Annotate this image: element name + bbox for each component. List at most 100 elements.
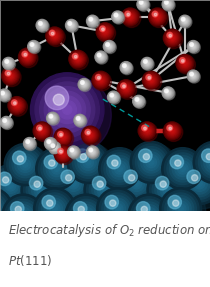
Circle shape — [175, 160, 181, 166]
Circle shape — [139, 205, 160, 226]
Circle shape — [69, 23, 74, 28]
Circle shape — [121, 8, 139, 26]
Circle shape — [34, 76, 111, 154]
Circle shape — [68, 22, 75, 29]
Circle shape — [181, 17, 185, 21]
Circle shape — [143, 154, 159, 170]
Circle shape — [147, 213, 152, 218]
Circle shape — [105, 196, 131, 222]
Circle shape — [74, 114, 86, 126]
Circle shape — [117, 16, 118, 18]
Circle shape — [70, 148, 74, 152]
Circle shape — [38, 150, 82, 194]
Circle shape — [5, 122, 7, 123]
Circle shape — [167, 91, 169, 94]
Circle shape — [21, 213, 26, 218]
Circle shape — [53, 96, 81, 123]
Circle shape — [135, 98, 142, 105]
Circle shape — [13, 102, 16, 104]
Circle shape — [65, 194, 107, 236]
Circle shape — [191, 74, 196, 78]
Circle shape — [33, 122, 51, 140]
Circle shape — [180, 59, 189, 68]
Circle shape — [167, 3, 169, 6]
Circle shape — [143, 72, 159, 88]
Text: $\it{Electrocatalysis\ of\ O_2\ reduction\ on}$: $\it{Electrocatalysis\ of\ O_2\ reductio… — [8, 222, 210, 239]
Circle shape — [66, 175, 72, 181]
Circle shape — [164, 150, 201, 187]
Circle shape — [130, 141, 172, 183]
Circle shape — [112, 161, 128, 177]
Circle shape — [121, 83, 131, 94]
Circle shape — [184, 168, 210, 199]
Circle shape — [107, 155, 121, 169]
Circle shape — [61, 152, 65, 156]
Circle shape — [139, 123, 155, 139]
Circle shape — [164, 88, 172, 97]
Circle shape — [105, 42, 114, 51]
Circle shape — [143, 126, 151, 135]
Circle shape — [25, 139, 34, 148]
Circle shape — [50, 142, 60, 153]
Circle shape — [21, 169, 63, 211]
Circle shape — [97, 182, 113, 198]
Circle shape — [168, 34, 177, 42]
Circle shape — [6, 61, 10, 65]
Circle shape — [190, 43, 196, 49]
Text: $\it{Pt(111)}$: $\it{Pt(111)}$ — [8, 253, 53, 268]
Circle shape — [37, 125, 42, 131]
Circle shape — [4, 196, 48, 241]
Circle shape — [78, 206, 84, 213]
Circle shape — [150, 171, 186, 208]
Circle shape — [3, 119, 7, 122]
Circle shape — [12, 101, 21, 110]
Circle shape — [0, 188, 13, 230]
Circle shape — [158, 179, 178, 200]
Circle shape — [13, 151, 26, 164]
Circle shape — [26, 140, 33, 147]
Circle shape — [150, 9, 165, 25]
Circle shape — [163, 185, 173, 195]
Circle shape — [112, 11, 125, 24]
Circle shape — [117, 80, 135, 98]
Circle shape — [7, 73, 14, 79]
Circle shape — [15, 207, 31, 223]
Circle shape — [110, 93, 117, 101]
Circle shape — [12, 151, 38, 178]
Circle shape — [53, 94, 64, 105]
Circle shape — [0, 196, 5, 222]
Circle shape — [5, 180, 16, 191]
Circle shape — [104, 41, 114, 52]
Circle shape — [138, 0, 150, 11]
Circle shape — [136, 99, 141, 104]
Circle shape — [75, 115, 85, 125]
Circle shape — [3, 68, 18, 84]
Circle shape — [193, 46, 194, 47]
Circle shape — [1, 117, 12, 127]
Circle shape — [122, 9, 141, 28]
Circle shape — [106, 43, 109, 46]
Circle shape — [0, 164, 32, 207]
Circle shape — [179, 58, 190, 69]
Circle shape — [59, 133, 67, 141]
Circle shape — [197, 181, 202, 186]
Circle shape — [165, 31, 179, 44]
Circle shape — [47, 28, 62, 44]
Circle shape — [187, 170, 200, 183]
Circle shape — [144, 60, 150, 66]
Circle shape — [48, 141, 50, 143]
Circle shape — [181, 60, 188, 67]
Circle shape — [60, 134, 66, 140]
Circle shape — [202, 149, 210, 162]
Circle shape — [184, 62, 186, 64]
Circle shape — [102, 193, 133, 225]
Circle shape — [193, 75, 194, 77]
Circle shape — [87, 146, 98, 158]
Circle shape — [108, 45, 111, 48]
Circle shape — [177, 164, 188, 174]
Circle shape — [24, 171, 60, 208]
Circle shape — [126, 173, 147, 194]
Circle shape — [116, 15, 119, 18]
Circle shape — [92, 177, 118, 203]
Circle shape — [37, 125, 47, 136]
